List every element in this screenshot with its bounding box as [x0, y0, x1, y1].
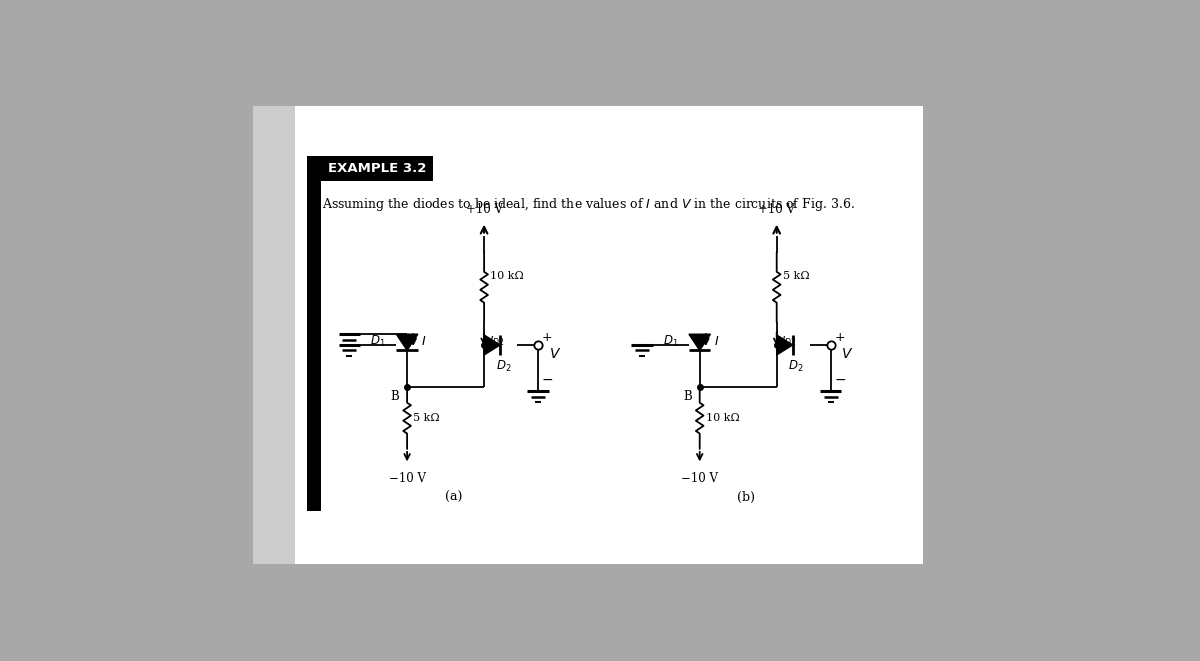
Polygon shape [776, 335, 793, 355]
Text: $I_{D2}$: $I_{D2}$ [488, 334, 504, 348]
Text: 10 kΩ: 10 kΩ [491, 270, 524, 281]
Bar [253, 106, 923, 564]
Bar [307, 156, 320, 510]
Polygon shape [689, 334, 710, 350]
Text: 5 kΩ: 5 kΩ [782, 270, 810, 281]
Text: −10 V: −10 V [682, 472, 718, 485]
Text: −: − [834, 373, 846, 387]
Polygon shape [396, 334, 418, 350]
Text: +10 V: +10 V [758, 203, 796, 215]
Text: −: − [542, 373, 553, 387]
Text: $V$: $V$ [548, 347, 562, 361]
Text: (b): (b) [737, 491, 755, 504]
Text: +: + [834, 330, 845, 344]
Text: EXAMPLE 3.2: EXAMPLE 3.2 [328, 162, 426, 175]
Text: $I$: $I$ [714, 334, 719, 348]
Text: $I_{D2}$: $I_{D2}$ [781, 334, 797, 348]
Text: $D_2$: $D_2$ [496, 359, 511, 374]
Bar [320, 156, 432, 181]
Text: +10 V: +10 V [466, 203, 503, 215]
Polygon shape [484, 335, 500, 355]
Text: 10 kΩ: 10 kΩ [706, 413, 739, 423]
Text: $D_2$: $D_2$ [788, 359, 804, 374]
Text: 5 kΩ: 5 kΩ [413, 413, 440, 423]
Text: $V$: $V$ [841, 347, 853, 361]
Text: $D_1$: $D_1$ [370, 334, 385, 348]
Text: B: B [391, 389, 400, 403]
Text: Assuming the diodes to be ideal, find the values of $\mathit{I}$ and $\mathit{V}: Assuming the diodes to be ideal, find th… [323, 196, 856, 214]
Text: (a): (a) [445, 491, 462, 504]
Bar [253, 106, 295, 564]
Text: $D_1$: $D_1$ [662, 334, 678, 348]
Text: $I$: $I$ [421, 334, 426, 348]
Text: −10 V: −10 V [389, 472, 426, 485]
Text: B: B [683, 389, 692, 403]
Text: +: + [542, 330, 552, 344]
